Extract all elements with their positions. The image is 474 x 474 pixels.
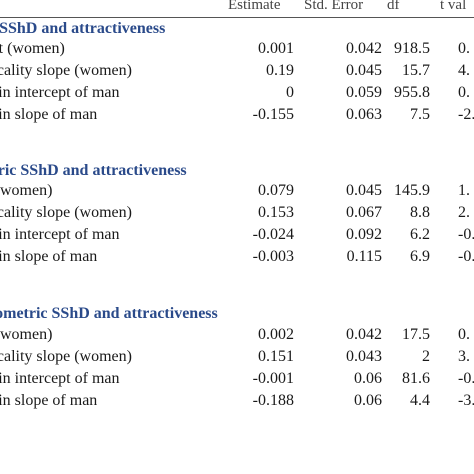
df-cell: 955.8	[394, 84, 430, 101]
t-value-cell: -3.	[458, 392, 474, 409]
std-error-cell: 0.067	[346, 204, 382, 221]
row-label: ange in slope of man	[0, 248, 98, 265]
t-value-cell: 0.	[458, 84, 470, 101]
std-error-cell: 0.063	[346, 106, 382, 123]
df-cell: 2	[422, 348, 430, 365]
estimate-cell: 0.19	[266, 62, 294, 79]
t-value-cell: -0.	[458, 248, 474, 265]
table-row: xtypicality slope (women) 0.151 0.043 2 …	[0, 348, 474, 370]
df-cell: 8.8	[410, 204, 430, 221]
t-value-cell: 0.	[458, 40, 470, 57]
df-cell: 81.6	[402, 370, 430, 387]
t-value-cell: -0.	[458, 370, 474, 387]
table-row: ange in slope of man -0.003 0.115 6.9 -0…	[0, 248, 474, 270]
estimate-cell: 0	[286, 84, 294, 101]
std-error-cell: 0.115	[346, 248, 382, 265]
table-row: cept (women) 0.079 0.045 145.9 1.	[0, 182, 474, 204]
t-value-cell: 0.	[458, 326, 470, 343]
t-value-cell: -0.	[458, 226, 474, 243]
df-cell: 6.9	[410, 248, 430, 265]
std-error-cell: 0.043	[346, 348, 382, 365]
df-cell: 17.5	[402, 326, 430, 343]
table-row: xtypicality slope (women) 0.19 0.045 15.…	[0, 62, 474, 84]
t-value-cell: 4.	[458, 62, 470, 79]
row-label: ange in intercept of man	[0, 84, 120, 101]
row-label: ange in intercept of man	[0, 370, 120, 387]
std-error-cell: 0.045	[346, 62, 382, 79]
table-row: ange in slope of man -0.155 0.063 7.5 -2…	[0, 106, 474, 128]
row-label: xtypicality slope (women)	[0, 62, 132, 79]
std-error-cell: 0.042	[346, 40, 382, 57]
estimate-cell: -0.155	[252, 106, 294, 123]
df-cell: 918.5	[394, 40, 430, 57]
t-value-cell: 2.	[458, 204, 470, 221]
table-row: xtypicality slope (women) 0.153 0.067 8.…	[0, 204, 474, 226]
df-cell: 6.2	[410, 226, 430, 243]
row-label: ange in intercept of man	[0, 226, 120, 243]
table-row: ercept (women) 0.001 0.042 918.5 0.	[0, 40, 474, 62]
std-error-cell: 0.06	[354, 370, 382, 387]
estimate-cell: -0.001	[252, 370, 294, 387]
row-label: ange in slope of man	[0, 392, 98, 409]
row-label: ange in slope of man	[0, 106, 98, 123]
df-cell: 7.5	[410, 106, 430, 123]
estimate-cell: 0.153	[258, 204, 294, 221]
std-error-cell: 0.06	[354, 392, 382, 409]
column-header-df: df	[387, 0, 400, 13]
row-label: cept (women)	[0, 182, 53, 199]
estimate-cell: -0.003	[252, 248, 294, 265]
t-value-cell: 3.	[458, 348, 470, 365]
estimate-cell: 0.151	[258, 348, 294, 365]
table-row: ange in intercept of man -0.001 0.06 81.…	[0, 370, 474, 392]
section-title-overall: erall SShD and attractiveness	[0, 20, 166, 37]
table-row: ange in slope of man -0.188 0.06 4.4 -3.	[0, 392, 474, 414]
table-row: ange in intercept of man 0 0.059 955.8 0…	[0, 84, 474, 106]
std-error-cell: 0.042	[346, 326, 382, 343]
df-cell: 4.4	[410, 392, 430, 409]
std-error-cell: 0.059	[346, 84, 382, 101]
t-value-cell: -2.	[458, 106, 474, 123]
column-header-std-error: Std. Error	[304, 0, 364, 13]
header-rule	[0, 17, 474, 18]
table-row: ange in intercept of man -0.024 0.092 6.…	[0, 226, 474, 248]
t-value-cell: 1.	[458, 182, 470, 199]
estimate-cell: 0.079	[258, 182, 294, 199]
estimate-cell: -0.024	[252, 226, 294, 243]
section-title-allometric: ometric SShD and attractiveness	[0, 162, 187, 179]
table-row: cept (women) 0.002 0.042 17.5 0.	[0, 326, 474, 348]
estimate-cell: 0.001	[258, 40, 294, 57]
column-header-estimate: Estimate	[228, 0, 281, 13]
row-label: cept (women)	[0, 326, 53, 343]
estimate-cell: -0.188	[252, 392, 294, 409]
df-cell: 145.9	[394, 182, 430, 199]
estimate-cell: 0.002	[258, 326, 294, 343]
std-error-cell: 0.045	[346, 182, 382, 199]
row-label: ercept (women)	[0, 40, 65, 57]
row-label: xtypicality slope (women)	[0, 204, 132, 221]
df-cell: 15.7	[402, 62, 430, 79]
std-error-cell: 0.092	[346, 226, 382, 243]
section-title-non-allometric: n-allometric SShD and attractiveness	[0, 305, 218, 322]
column-header-t-value: t val	[440, 0, 467, 13]
row-label: xtypicality slope (women)	[0, 348, 132, 365]
